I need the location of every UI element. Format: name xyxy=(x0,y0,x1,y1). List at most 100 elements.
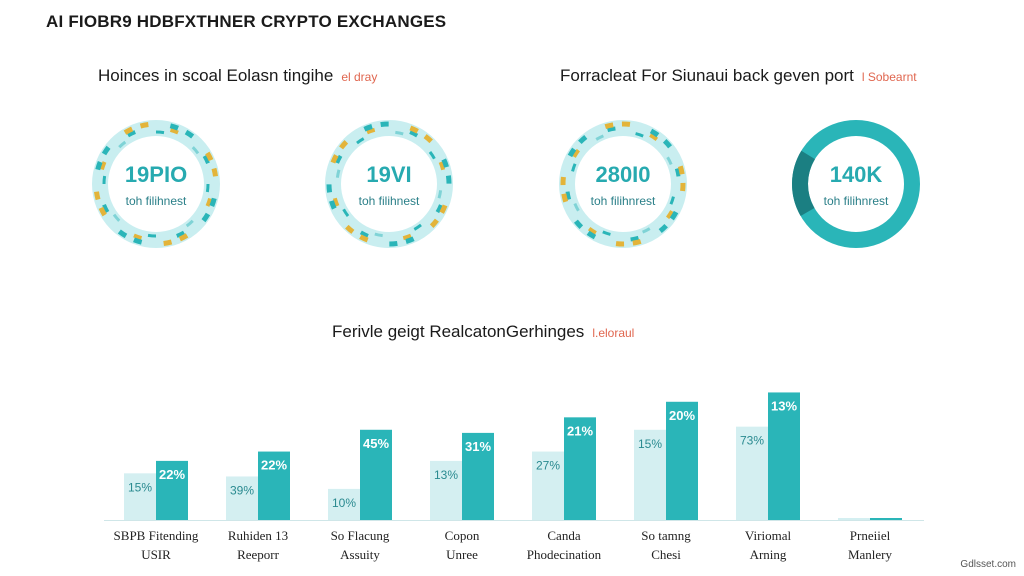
donut-marble-stroke xyxy=(98,126,214,242)
donut-marble-stroke xyxy=(98,126,214,242)
donut-marble-stroke xyxy=(335,130,443,238)
bar-category-label: So Flacung Assuity xyxy=(305,526,415,564)
bar-data-label: 22% xyxy=(261,458,287,473)
donut-marble-stroke xyxy=(326,121,452,247)
donut-marble-stroke xyxy=(569,130,677,238)
donut-marble-stroke xyxy=(335,130,443,238)
bar-category-label-line: Manlery xyxy=(847,547,893,562)
donut-ring-base xyxy=(92,120,220,248)
bar-category-label-line: USIR xyxy=(141,547,171,562)
donut-ring-base xyxy=(559,120,687,248)
donut-ring xyxy=(792,120,920,248)
donut-marble-stroke xyxy=(565,126,681,242)
bar-category-label-line: Chesi xyxy=(651,547,681,562)
bar-data-label: 10% xyxy=(332,496,356,510)
watermark: Gdlsset.com xyxy=(960,559,1016,570)
donut-ring-segment xyxy=(792,120,920,248)
bar-category-label-line: Arning xyxy=(749,547,787,562)
donut-marble-stroke xyxy=(560,121,686,247)
bar-category-label-line: SBPB Fitending xyxy=(113,528,199,543)
bar-data-label: 20% xyxy=(669,408,695,423)
bar-category-label-line: So Flacung xyxy=(330,528,390,543)
bar-light xyxy=(124,473,156,520)
bar-data-label: 13% xyxy=(434,468,458,482)
bar-category-label: Copon Unree xyxy=(407,526,517,564)
bar-data-label: 45% xyxy=(363,436,389,451)
bar-category-label: SBPB Fitending USIR xyxy=(101,526,211,564)
bar-light xyxy=(532,451,564,520)
donut-marble-stroke xyxy=(331,126,447,242)
donut-marble-stroke xyxy=(102,130,210,238)
donut-marble-stroke xyxy=(93,121,219,247)
bar-data-label: 31% xyxy=(465,439,491,454)
donut-marble-stroke xyxy=(335,130,443,238)
bar-data-label: 22% xyxy=(159,467,185,482)
bar-teal xyxy=(360,429,392,520)
donut-marble-stroke xyxy=(93,121,219,247)
bar-category-label: Ruhiden 13 Reeporr xyxy=(203,526,313,564)
donut-chart-2: 19VI toh filihnest xyxy=(323,118,455,250)
donut-section-note-left: el dray xyxy=(341,70,378,84)
bar-category-label-line: Unree xyxy=(446,547,478,562)
donut-section-title-right: Forracleat For Siunaui back geven port l … xyxy=(560,66,917,86)
donut-marble-stroke xyxy=(102,130,210,238)
donut-marble-stroke xyxy=(98,126,214,242)
donut-marble-stroke xyxy=(326,121,452,247)
donut-marble-stroke xyxy=(569,130,677,238)
bar-category-label-line: Copon xyxy=(444,528,480,543)
donut-marble-stroke xyxy=(98,126,214,242)
donut-marble-stroke xyxy=(93,121,219,247)
bar-data-label: 15% xyxy=(638,437,662,451)
donut-ring xyxy=(92,120,220,248)
bar-chart-title-text: Ferivle geigt RealcatonGerhinges xyxy=(332,322,585,341)
donut-marble-stroke xyxy=(331,126,447,242)
donut-marble-stroke xyxy=(560,121,686,247)
donut-chart-4: 140K toh filihnrest xyxy=(790,118,922,250)
bar-data-label: 73% xyxy=(740,434,764,448)
donut-marble-stroke xyxy=(93,121,219,247)
donut-sublabel: toh filihnest xyxy=(125,194,187,208)
bar-light xyxy=(634,429,666,520)
bar-chart: 15% 22% 39% 22% 10% 45% 13% 31% 27% 21% 15% 20% 73% 1… xyxy=(104,392,924,521)
donut-marble-stroke xyxy=(98,126,214,242)
bar-teal xyxy=(462,432,494,520)
bar-teal xyxy=(666,401,698,520)
donut-marble-stroke xyxy=(326,121,452,247)
bar-teal xyxy=(564,417,596,520)
donut-marble-stroke xyxy=(560,121,686,247)
donut-marble-stroke xyxy=(93,121,219,247)
bar-teal xyxy=(768,392,800,520)
bar-category-label-line: Prneiiel xyxy=(849,528,891,543)
bar-light xyxy=(430,460,462,520)
bar-chart-title: Ferivle geigt RealcatonGerhinges l.elorau… xyxy=(332,322,634,342)
donut-section-title-right-text: Forracleat For Siunaui back geven port xyxy=(560,66,854,85)
bar-category-label-line: So tamng xyxy=(641,528,691,543)
bar-category-label-line: Reeporr xyxy=(237,547,279,562)
donut-marble-stroke xyxy=(335,130,443,238)
bar-teal xyxy=(870,518,902,520)
donut-marble-stroke xyxy=(98,126,214,242)
donut-marble-stroke xyxy=(326,121,452,247)
donut-value: 280I0 xyxy=(595,162,651,187)
bar-data-label: 13% xyxy=(771,398,797,413)
donut-marble-stroke xyxy=(102,130,210,238)
bar-data-label: 15% xyxy=(128,480,152,494)
donut-marble-stroke xyxy=(565,126,681,242)
bar-category-label: Canda Phodecination xyxy=(509,526,619,564)
bar-category-label-line: Canda xyxy=(547,528,581,543)
donut-marble-stroke xyxy=(102,130,210,238)
donut-marble-stroke xyxy=(93,121,219,247)
bar-teal xyxy=(258,451,290,520)
bar-light xyxy=(838,518,870,520)
donut-sublabel: toh filihnest xyxy=(358,194,420,208)
donut-marble-stroke xyxy=(93,121,219,247)
donut-marble-stroke xyxy=(569,130,677,238)
donut-marble-stroke xyxy=(98,126,214,242)
bar-data-label: 39% xyxy=(230,483,254,497)
donut-marble-stroke xyxy=(560,121,686,247)
donut-value: 19PIO xyxy=(124,162,188,187)
donut-value: 140K xyxy=(829,162,883,187)
donut-marble-stroke xyxy=(565,126,681,242)
bar-category-label-line: Viriomal xyxy=(744,528,792,543)
donut-sublabel: toh filihnrest xyxy=(823,194,889,208)
